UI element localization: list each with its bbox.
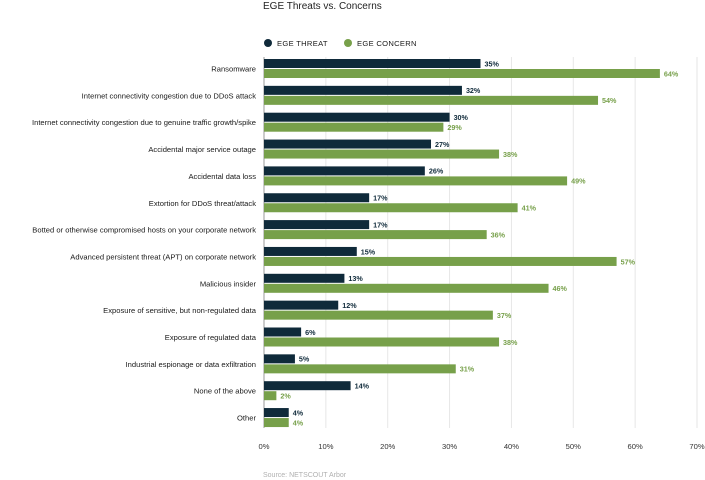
- bar-threat: [264, 112, 450, 122]
- category-label: Botted or otherwise compromised hosts on…: [32, 226, 256, 235]
- x-tick-label: 10%: [318, 442, 333, 451]
- category-label: Accidental major service outage: [148, 145, 256, 154]
- bar-threat: [264, 139, 432, 149]
- bar-concern: [264, 203, 518, 213]
- data-label-threat: 27%: [435, 140, 450, 149]
- bar-concern: [264, 149, 500, 159]
- bar-threat: [264, 220, 370, 230]
- data-label-concern: 46%: [553, 284, 568, 293]
- data-label-threat: 14%: [355, 382, 370, 391]
- legend-marker-threat: [264, 39, 272, 47]
- data-label-concern: 54%: [602, 96, 617, 105]
- data-label-concern: 4%: [293, 418, 304, 427]
- bar-concern: [264, 310, 493, 320]
- category-label: Extortion for DDoS threat/attack: [149, 199, 256, 208]
- data-label-concern: 38%: [503, 150, 518, 159]
- data-label-concern: 37%: [497, 311, 512, 320]
- data-label-threat: 13%: [348, 274, 363, 283]
- x-tick-label: 20%: [380, 442, 395, 451]
- chart-title: EGE Threats vs. Concerns: [263, 1, 382, 12]
- bar-threat: [264, 273, 345, 283]
- data-label-concern: 49%: [571, 177, 586, 186]
- bar-concern: [264, 69, 660, 78]
- category-labels: Ransomware Internet connectivity congesti…: [32, 65, 257, 423]
- bar-concern: [264, 176, 568, 186]
- data-label-threat: 4%: [293, 408, 304, 417]
- legend: EGE THREAT EGE CONCERN: [264, 39, 417, 48]
- source-note: Source: NETSCOUT Arbor: [263, 472, 347, 479]
- data-label-threat: 17%: [373, 194, 388, 203]
- bar-concern: [264, 122, 444, 132]
- x-tick-label: 60%: [628, 442, 643, 451]
- data-label-threat: 32%: [466, 86, 481, 95]
- x-tick-label: 50%: [566, 442, 581, 451]
- legend-label-concern: EGE CONCERN: [357, 39, 417, 48]
- category-label: Internet connectivity congestion due to …: [32, 118, 256, 127]
- x-tick-label: 30%: [442, 442, 457, 451]
- bar-threat: [264, 327, 302, 337]
- data-label-concern: 41%: [522, 204, 537, 213]
- data-label-concern: 64%: [664, 69, 679, 78]
- bar-concern: [264, 391, 277, 401]
- data-label-concern: 38%: [503, 338, 518, 347]
- data-label-threat: 35%: [485, 59, 500, 68]
- bar-concern: [264, 256, 617, 266]
- data-label-threat: 17%: [373, 220, 388, 229]
- data-label-threat: 26%: [429, 167, 444, 176]
- data-labels: 35% 64% 32% 54% 30%29% 27% 38% 26% 49% 17% 41% 17% 3…: [280, 59, 679, 427]
- bar-concern: [264, 283, 549, 293]
- bars: [264, 59, 660, 428]
- category-label: Other: [237, 414, 256, 423]
- bar-concern: [264, 230, 487, 240]
- bar-threat: [264, 408, 289, 418]
- bar-threat: [264, 59, 481, 68]
- bar-threat: [264, 166, 425, 176]
- bar-concern: [264, 337, 500, 347]
- category-label: Exposure of sensitive, but non-regulated…: [103, 306, 257, 315]
- category-label: Accidental data loss: [188, 172, 256, 181]
- data-label-threat: 30%: [454, 113, 469, 122]
- bar-threat: [264, 193, 370, 203]
- data-label-concern: 31%: [460, 365, 475, 374]
- bar-threat: [264, 381, 351, 391]
- legend-label-threat: EGE THREAT: [277, 39, 328, 48]
- bar-threat: [264, 85, 462, 95]
- data-label-threat: 15%: [361, 247, 376, 256]
- x-tick-label: 40%: [504, 442, 519, 451]
- data-label-concern: 57%: [621, 257, 636, 266]
- category-label: Exposure of regulated data: [165, 333, 257, 342]
- data-label-concern: 29%: [447, 123, 462, 132]
- bar-threat: [264, 246, 357, 256]
- data-label-threat: 5%: [299, 355, 310, 364]
- category-label: Malicious insider: [200, 279, 257, 288]
- bar-concern: [264, 364, 456, 374]
- legend-marker-concern: [344, 39, 352, 47]
- category-label: None of the above: [194, 387, 256, 396]
- x-tick-label: 70%: [689, 442, 704, 451]
- category-label: Internet connectivity congestion due to …: [82, 91, 257, 100]
- bar-concern: [264, 418, 289, 428]
- bar-threat: [264, 354, 295, 364]
- x-axis-ticks: 0% 10% 20% 30% 40% 50% 60% 70%: [259, 442, 705, 451]
- category-label: Advanced persistent threat (APT) on corp…: [70, 252, 256, 261]
- bar-threat: [264, 300, 339, 310]
- category-label: Ransomware: [211, 65, 256, 74]
- bar-concern: [264, 95, 599, 105]
- data-label-concern: 2%: [280, 392, 291, 401]
- x-tick-label: 0%: [259, 442, 270, 451]
- data-label-concern: 36%: [491, 230, 506, 239]
- data-label-threat: 6%: [305, 328, 316, 337]
- category-label: Industrial espionage or data exfiltratio…: [126, 360, 256, 369]
- data-label-threat: 12%: [342, 301, 357, 310]
